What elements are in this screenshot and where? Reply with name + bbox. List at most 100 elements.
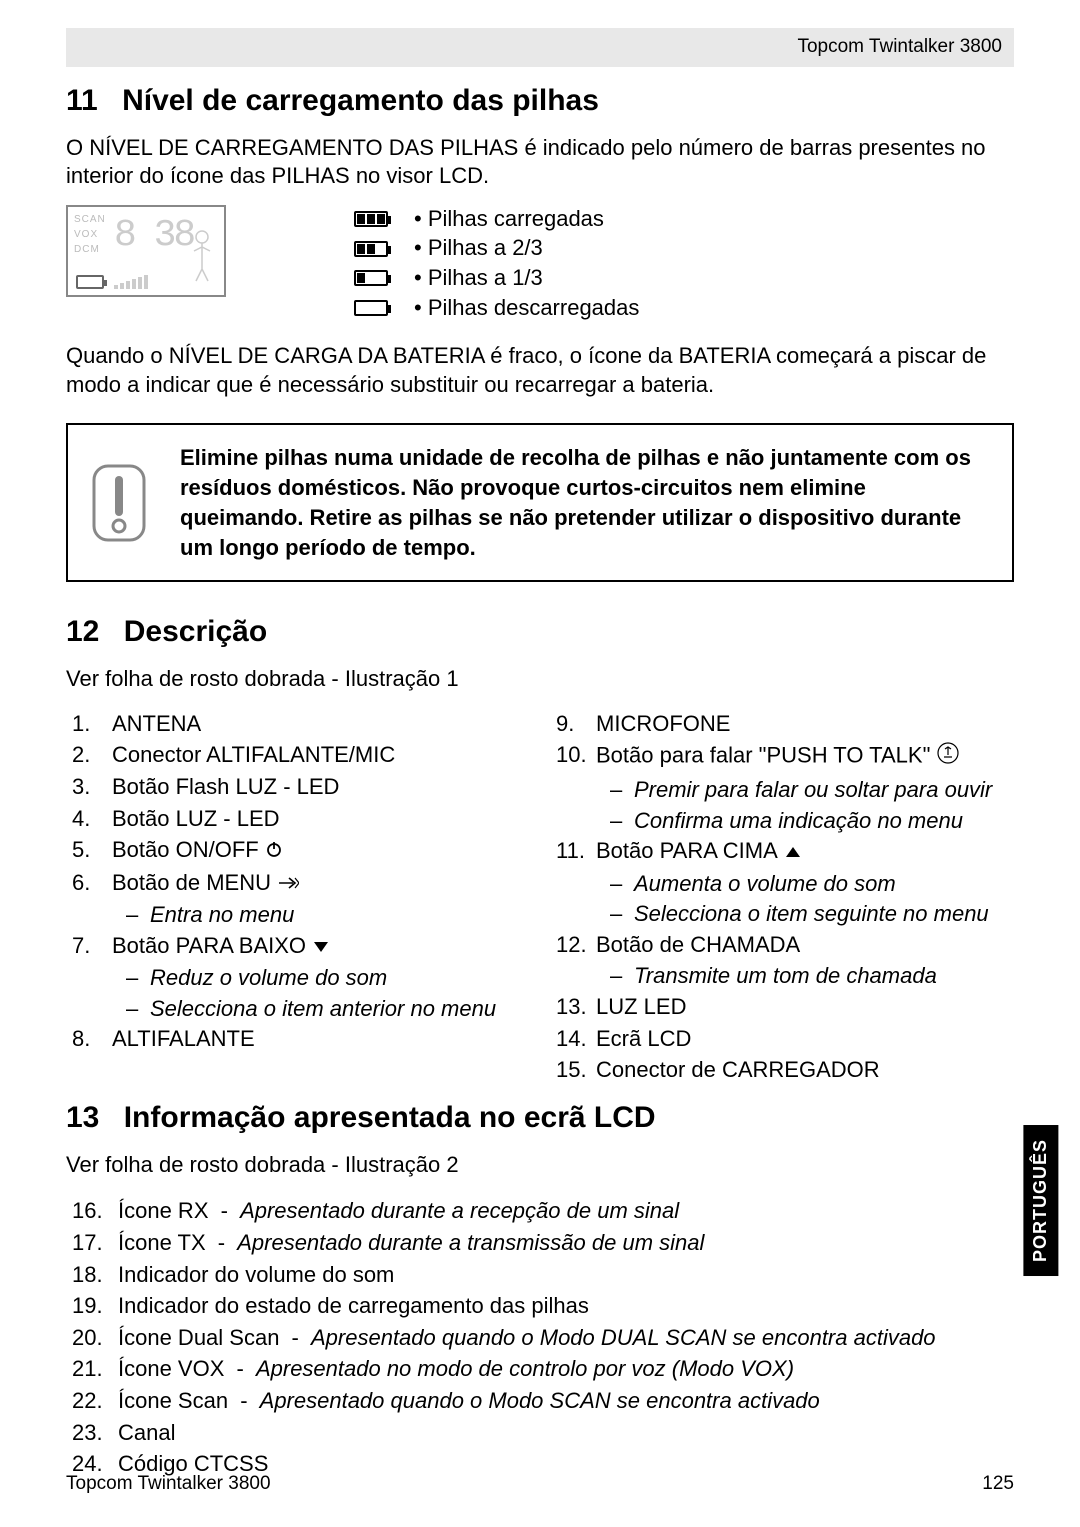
warning-icon — [88, 462, 150, 544]
lcd-person-icon — [188, 229, 216, 283]
subitem-dash: – — [126, 964, 150, 993]
up-triangle-icon — [784, 838, 802, 867]
description-subitem: –Aumenta o volume do som — [550, 870, 1014, 899]
item-text: Ecrã LCD — [596, 1025, 1014, 1054]
page-footer: Topcom Twintalker 3800 125 — [66, 1472, 1014, 1497]
description-subitem: –Entra no menu — [66, 901, 530, 930]
ptt-circle-icon — [936, 741, 960, 773]
lcd-item-separator: - — [212, 1230, 232, 1255]
down-triangle-icon — [312, 933, 330, 962]
battery-icon — [354, 241, 388, 257]
battery-level-label: • Pilhas a 2/3 — [414, 234, 543, 263]
lcd-item-number: 18. — [66, 1261, 118, 1290]
item-text: Botão para falar "PUSH TO TALK" — [596, 741, 1014, 773]
lcd-info-item: 22.Ícone Scan - Apresentado quando o Mod… — [66, 1387, 1014, 1416]
description-item: 13.LUZ LED — [550, 993, 1014, 1022]
lcd-info-item: 18.Indicador do volume do som — [66, 1261, 1014, 1290]
battery-level-row: • Pilhas descarregadas — [354, 294, 639, 323]
subitem-dash: – — [610, 807, 634, 836]
subitem-dash: – — [610, 962, 634, 991]
lcd-info-item: 20.Ícone Dual Scan - Apresentado quando … — [66, 1324, 1014, 1353]
lcd-signal-bars — [114, 275, 148, 289]
lcd-item-number: 16. — [66, 1197, 118, 1226]
lcd-item-description: Apresentado quando o Modo DUAL SCAN se e… — [311, 1325, 936, 1350]
lcd-item-description: Apresentado durante a recepção de um sin… — [240, 1198, 679, 1223]
battery-level-row: • Pilhas a 2/3 — [354, 234, 639, 263]
section-12-number: 12 — [66, 615, 99, 648]
description-item: 1.ANTENA — [66, 710, 530, 739]
lcd-info-item: 17.Ícone TX - Apresentado durante a tran… — [66, 1229, 1014, 1258]
description-item: 5.Botão ON/OFF — [66, 836, 530, 865]
subitem-text: Premir para falar ou soltar para ouvir — [634, 776, 992, 805]
subitem-text: Confirma uma indicação no menu — [634, 807, 963, 836]
lcd-item-body: Indicador do estado de carregamento das … — [118, 1292, 589, 1321]
description-item: 2.Conector ALTIFALANTE/MIC — [66, 741, 530, 770]
lcd-item-number: 17. — [66, 1229, 118, 1258]
subitem-text: Selecciona o item seguinte no menu — [634, 900, 989, 929]
lcd-info-item: 23.Canal — [66, 1419, 1014, 1448]
footer-left: Topcom Twintalker 3800 — [66, 1472, 271, 1497]
lcd-labels: SCAN VOX DCM — [74, 213, 106, 258]
lcd-item-body: Ícone TX - Apresentado durante a transmi… — [118, 1229, 704, 1258]
item-text: MICROFONE — [596, 710, 1014, 739]
item-number: 12. — [550, 931, 596, 960]
item-number: 3. — [66, 773, 112, 802]
lcd-item-description: Apresentado quando o Modo SCAN se encont… — [260, 1388, 820, 1413]
lcd-item-body: Ícone RX - Apresentado durante a recepçã… — [118, 1197, 679, 1226]
lcd-item-number: 19. — [66, 1292, 118, 1321]
warning-note: Elimine pilhas numa unidade de recolha d… — [66, 423, 1014, 582]
section-13-heading: 13 Informação apresentada no ecrã LCD — [66, 1098, 1014, 1137]
lcd-info-item: 16.Ícone RX - Apresentado durante a rece… — [66, 1197, 1014, 1226]
description-subitem: –Selecciona o item seguinte no menu — [550, 900, 1014, 929]
item-text: LUZ LED — [596, 993, 1014, 1022]
lcd-item-label: Ícone RX — [118, 1198, 209, 1223]
section-12-heading: 12 Descrição — [66, 612, 1014, 651]
description-subitem: –Premir para falar ou soltar para ouvir — [550, 776, 1014, 805]
item-text: ANTENA — [112, 710, 530, 739]
power-icon — [265, 837, 283, 866]
section-13-title: Informação apresentada no ecrã LCD — [124, 1101, 656, 1134]
lcd-item-body: Ícone Dual Scan - Apresentado quando o M… — [118, 1324, 936, 1353]
description-item: 10.Botão para falar "PUSH TO TALK" — [550, 741, 1014, 773]
description-subitem: –Confirma uma indicação no menu — [550, 807, 1014, 836]
page-header: Topcom Twintalker 3800 — [66, 28, 1014, 67]
subitem-dash: – — [126, 995, 150, 1024]
lcd-info-item: 19.Indicador do estado de carregamento d… — [66, 1292, 1014, 1321]
footer-right: 125 — [982, 1472, 1014, 1497]
lcd-item-separator: - — [234, 1388, 254, 1413]
item-number: 6. — [66, 869, 112, 898]
description-left-column: 1.ANTENA2.Conector ALTIFALANTE/MIC 3. Botã… — [66, 710, 530, 1088]
lcd-item-body: Indicador do volume do som — [118, 1261, 394, 1290]
battery-level-label: • Pilhas a 1/3 — [414, 264, 543, 293]
lcd-item-label: Indicador do estado de carregamento das … — [118, 1293, 589, 1318]
item-text: Botão ON/OFF — [112, 836, 530, 865]
subitem-dash: – — [610, 900, 634, 929]
lcd-item-label: Ícone VOX — [118, 1356, 224, 1381]
lcd-item-separator: - — [215, 1198, 235, 1223]
battery-icon — [354, 270, 388, 286]
item-text: Botão PARA CIMA — [596, 837, 1014, 866]
item-number: 10. — [550, 741, 596, 770]
description-item: 11.Botão PARA CIMA — [550, 837, 1014, 866]
description-item: 12.Botão de CHAMADA — [550, 931, 1014, 960]
battery-level-row: • Pilhas a 1/3 — [354, 264, 639, 293]
lcd-label-2: DCM — [74, 243, 106, 256]
item-number: 8. — [66, 1025, 112, 1054]
lcd-illustration: SCAN VOX DCM 8 38 — [66, 205, 226, 297]
battery-level-row: • Pilhas carregadas — [354, 205, 639, 234]
description-subitem: –Reduz o volume do som — [66, 964, 530, 993]
item-text: Botão de MENU — [112, 869, 530, 898]
item-text: Conector ALTIFALANTE/MIC — [112, 741, 530, 770]
subitem-text: Reduz o volume do som — [150, 964, 387, 993]
item-number: 14. — [550, 1025, 596, 1054]
item-number: 13. — [550, 993, 596, 1022]
battery-icon — [354, 300, 388, 316]
lcd-item-separator: - — [285, 1325, 305, 1350]
item-number: 7. — [66, 932, 112, 961]
menu-arrow-icon — [277, 870, 299, 899]
lcd-item-label: Canal — [118, 1420, 175, 1445]
lcd-item-number: 21. — [66, 1355, 118, 1384]
subitem-text: Transmite um tom de chamada — [634, 962, 937, 991]
lcd-digits: 8 38 — [114, 211, 193, 260]
section-12-title: Descrição — [124, 615, 267, 648]
